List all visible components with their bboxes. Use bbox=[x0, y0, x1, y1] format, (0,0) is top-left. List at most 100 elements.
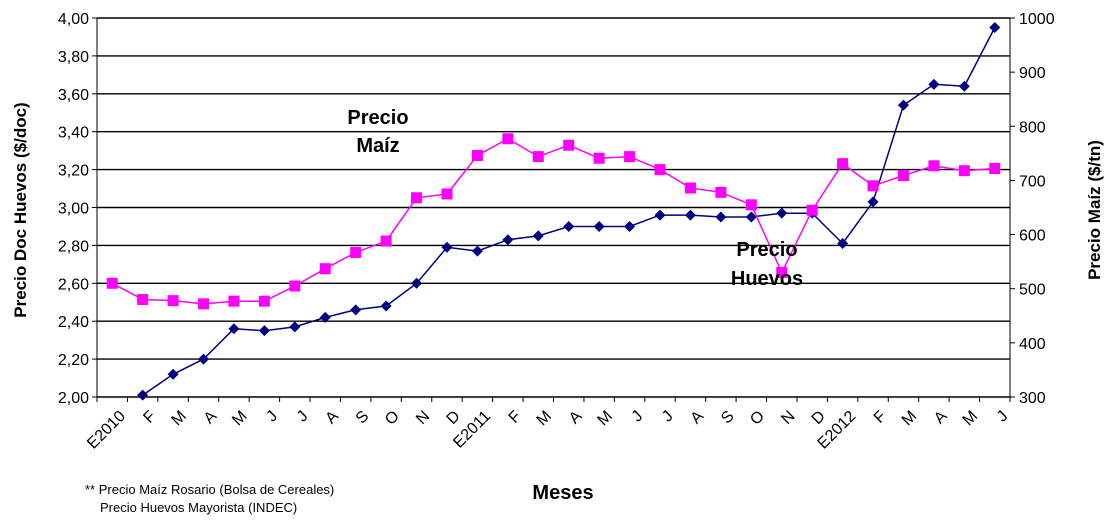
left-tick-label: 3,60 bbox=[58, 87, 89, 104]
left-tick-label: 2,80 bbox=[58, 238, 89, 255]
x-tick-label: S bbox=[718, 408, 738, 428]
data-point-diamond bbox=[684, 209, 696, 221]
data-point-diamond bbox=[563, 220, 575, 232]
data-point-square bbox=[624, 151, 636, 163]
left-tick-label: 3,80 bbox=[58, 49, 89, 66]
gridlines bbox=[97, 17, 1010, 398]
x-tick-label: F bbox=[871, 408, 890, 427]
data-point-square bbox=[289, 280, 301, 292]
data-point-diamond bbox=[897, 99, 909, 111]
x-tick-label: D bbox=[444, 408, 464, 428]
data-point-square bbox=[411, 192, 423, 204]
left-tick-label: 3,40 bbox=[58, 125, 89, 142]
right-tick-label: 800 bbox=[1019, 119, 1046, 136]
data-point-diamond bbox=[319, 311, 331, 323]
data-point-diamond bbox=[928, 78, 940, 90]
x-tick-label: A bbox=[688, 407, 708, 427]
x-tick-label: A bbox=[322, 407, 342, 427]
left-tick-label: 2,40 bbox=[58, 314, 89, 331]
right-axis-tick-labels: 300 400 500 600 700 800 900 1000 bbox=[1019, 11, 1055, 407]
x-tick-label: M bbox=[168, 408, 189, 429]
data-point-square bbox=[928, 160, 940, 172]
data-point-diamond bbox=[593, 220, 605, 232]
x-axis-title: Meses bbox=[532, 482, 593, 504]
data-point-square bbox=[228, 295, 240, 307]
data-point-diamond bbox=[289, 321, 301, 333]
annotation-maiz-line1: Precio bbox=[347, 107, 408, 129]
data-point-diamond bbox=[228, 323, 240, 335]
data-point-square bbox=[258, 295, 270, 307]
data-point-square bbox=[684, 182, 696, 194]
data-point-square bbox=[441, 188, 453, 200]
data-point-square bbox=[897, 170, 909, 182]
x-tick-label: A bbox=[201, 407, 221, 427]
data-point-diamond bbox=[350, 304, 362, 316]
x-tick-label: O bbox=[382, 408, 403, 429]
data-point-diamond bbox=[624, 220, 636, 232]
x-tick-label: A bbox=[931, 407, 951, 427]
left-axis-title: Precio Doc Huevos ($/doc) bbox=[11, 102, 30, 317]
x-tick-label: E2010 bbox=[84, 408, 129, 453]
data-point-square bbox=[776, 266, 788, 278]
series-line bbox=[142, 27, 996, 396]
x-tick-label: J bbox=[294, 408, 312, 426]
data-point-square bbox=[654, 164, 666, 176]
left-tick-label: 2,60 bbox=[58, 276, 89, 293]
left-tick-label: 3,20 bbox=[58, 163, 89, 180]
x-tick-label: F bbox=[140, 408, 159, 427]
data-point-square bbox=[137, 294, 149, 306]
data-point-square bbox=[745, 199, 757, 211]
data-point-square bbox=[563, 139, 575, 151]
data-point-diamond bbox=[198, 353, 210, 365]
x-tick-label: J bbox=[659, 408, 677, 426]
data-point-diamond bbox=[380, 300, 392, 312]
data-point-diamond bbox=[745, 211, 757, 223]
data-point-square bbox=[958, 165, 970, 177]
footnote-line2: Precio Huevos Mayorista (INDEC) bbox=[100, 500, 297, 515]
data-point-diamond bbox=[715, 211, 727, 223]
data-point-square bbox=[867, 180, 879, 192]
annotation-huevos-line1: Precio bbox=[736, 239, 797, 261]
data-point-square bbox=[198, 298, 210, 310]
data-point-diamond bbox=[441, 241, 453, 253]
data-point-square bbox=[502, 133, 514, 145]
x-tick-label: D bbox=[809, 408, 829, 428]
data-point-square bbox=[837, 158, 849, 170]
x-tick-label: F bbox=[506, 408, 525, 427]
x-tick-label: S bbox=[353, 408, 373, 428]
left-tick-label: 3,00 bbox=[58, 201, 89, 218]
right-tick-label: 700 bbox=[1019, 173, 1046, 190]
series-maiz bbox=[106, 133, 1001, 310]
x-tick-label: N bbox=[778, 408, 798, 428]
data-point-square bbox=[471, 150, 483, 162]
data-point-diamond bbox=[989, 21, 1001, 33]
data-point-square bbox=[715, 186, 727, 198]
data-point-diamond bbox=[532, 230, 544, 242]
annotation-huevos-line2: Huevos bbox=[731, 268, 803, 290]
series-line bbox=[111, 137, 995, 305]
right-tick-label: 300 bbox=[1019, 390, 1046, 407]
x-tick-label: M bbox=[534, 408, 555, 429]
right-tick-label: 400 bbox=[1019, 336, 1046, 353]
x-tick-label: M bbox=[899, 408, 920, 429]
right-tick-label: 1000 bbox=[1019, 11, 1055, 28]
data-point-square bbox=[806, 204, 818, 216]
right-axis-title: Precio Maíz ($/tn) bbox=[1085, 140, 1104, 280]
data-point-diamond bbox=[654, 209, 666, 221]
data-point-square bbox=[106, 277, 118, 289]
right-tick-label: 500 bbox=[1019, 282, 1046, 299]
data-point-square bbox=[167, 295, 179, 307]
data-point-diamond bbox=[502, 234, 514, 246]
series-layer bbox=[106, 21, 1001, 401]
x-tick-label: O bbox=[747, 408, 768, 429]
x-tick-label: N bbox=[413, 408, 433, 428]
data-point-diamond bbox=[867, 196, 879, 208]
data-point-square bbox=[380, 235, 392, 247]
axes bbox=[92, 17, 1015, 402]
data-point-diamond bbox=[167, 368, 179, 380]
left-tick-label: 2,00 bbox=[58, 390, 89, 407]
data-point-square bbox=[989, 163, 1001, 175]
x-tick-label: J bbox=[629, 408, 647, 426]
x-tick-label: M bbox=[960, 408, 981, 429]
